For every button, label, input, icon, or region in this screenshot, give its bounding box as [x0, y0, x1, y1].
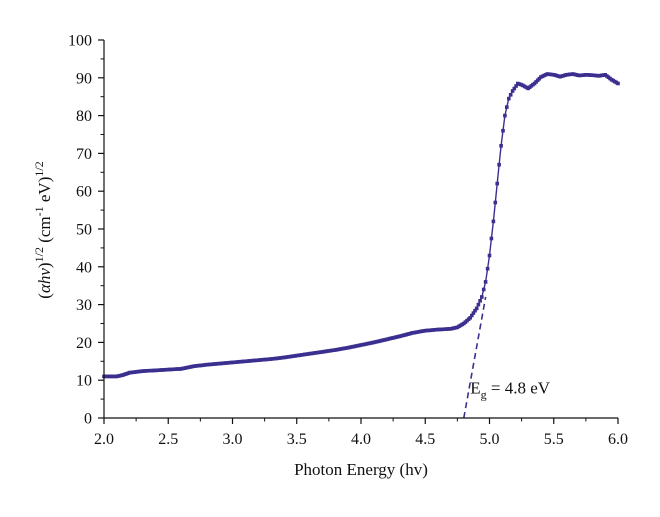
- x-tick-label: 4.5: [415, 431, 435, 448]
- x-tick-label: 3.5: [287, 431, 307, 448]
- y-axis-ticks: 0 10 20 30 40 50 60 70 80 90 100: [68, 33, 104, 428]
- data-point: [495, 181, 499, 186]
- data-point: [491, 219, 496, 224]
- data-point: [493, 200, 498, 205]
- data-point: [480, 295, 484, 299]
- data-point: [503, 113, 507, 118]
- data-point: [483, 280, 488, 284]
- y-tick-label: 100: [68, 33, 92, 50]
- y-tick-label: 40: [76, 259, 92, 276]
- y-tick-label: 20: [76, 335, 92, 352]
- y-tick-label: 50: [76, 222, 92, 239]
- data-point: [514, 84, 518, 88]
- data-markers: [102, 72, 620, 379]
- data-point: [499, 144, 503, 148]
- y-axis-title: (αhν)1/2 (cm-1 eV)1/2: [32, 161, 54, 298]
- data-point: [510, 89, 515, 93]
- data-point: [505, 105, 509, 109]
- data-point: [470, 313, 474, 318]
- x-axis-title: Photon Energy (hv): [294, 460, 428, 479]
- extrapolation-fit-line: [463, 296, 487, 419]
- data-point: [474, 306, 479, 311]
- data-series-line: [104, 73, 619, 378]
- data-point: [476, 302, 481, 307]
- data-point: [501, 128, 505, 133]
- data-point: [485, 266, 490, 271]
- x-tick-label: 5.5: [544, 431, 564, 448]
- data-point: [481, 287, 486, 292]
- data-point: [473, 308, 477, 313]
- data-point: [471, 311, 476, 315]
- data-point: [468, 316, 472, 320]
- x-tick-label: 2.0: [94, 431, 114, 448]
- data-point: [507, 96, 511, 101]
- y-tick-label: 10: [76, 373, 92, 390]
- y-tick-label: 90: [76, 70, 92, 87]
- x-tick-label: 3.0: [223, 431, 243, 448]
- x-axis-ticks: 2.0 2.5 3.0 3.5 4.0 4.5 5.0 5.5 6.0: [94, 418, 628, 448]
- band-gap-annotation: Eg = 4.8 eV: [470, 378, 551, 401]
- data-point: [487, 253, 492, 258]
- y-tick-label: 80: [76, 108, 92, 125]
- y-tick-label: 70: [76, 146, 92, 163]
- y-tick-label: 30: [76, 297, 92, 314]
- x-tick-label: 6.0: [608, 431, 628, 448]
- data-point: [497, 162, 501, 167]
- y-tick-label: 60: [76, 184, 92, 201]
- y-tick-label: 0: [84, 411, 92, 428]
- axes: 2.0 2.5 3.0 3.5 4.0 4.5 5.0 5.5 6.0 0 10 20 30 40 50 6…: [68, 33, 628, 449]
- data-point: [508, 93, 513, 97]
- x-tick-label: 2.5: [158, 431, 178, 448]
- x-tick-label: 4.0: [351, 431, 371, 448]
- data-point: [489, 236, 494, 241]
- data-point: [512, 86, 517, 91]
- plot-area: [102, 72, 620, 419]
- x-tick-label: 5.0: [480, 431, 500, 448]
- data-point: [478, 299, 482, 303]
- data-point: [616, 81, 620, 86]
